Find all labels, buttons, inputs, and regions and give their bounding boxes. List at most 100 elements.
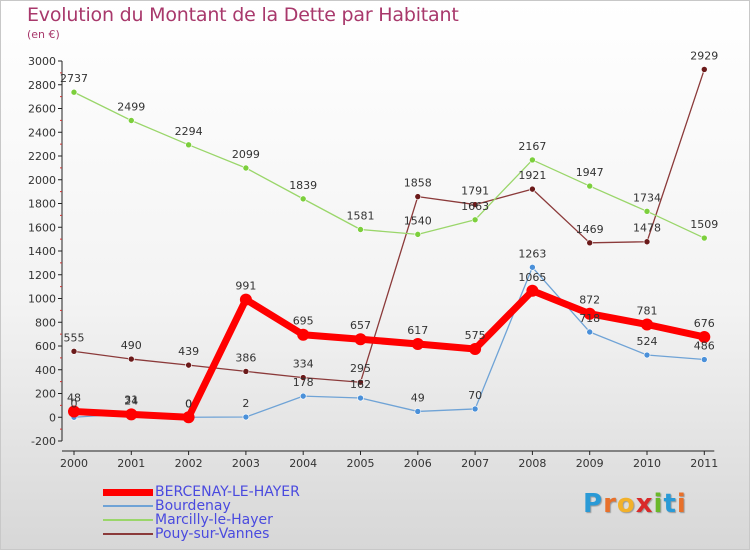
data-point <box>700 234 708 242</box>
data-label: 1263 <box>518 247 546 260</box>
data-label: 872 <box>579 294 600 307</box>
logo-letter: i <box>676 489 687 519</box>
legend-label: Pouy-sur-Vannes <box>155 526 270 542</box>
data-point <box>583 307 596 320</box>
y-tick-label: 600 <box>35 340 56 353</box>
data-label: 0 <box>185 397 192 410</box>
data-label: 486 <box>694 340 715 353</box>
data-point <box>586 182 594 190</box>
logo-letter: i <box>653 489 664 519</box>
x-tick-label: 2002 <box>175 457 203 470</box>
legend-swatch <box>103 505 153 507</box>
chart-title: Evolution du Montant de la Dette par Hab… <box>27 4 459 26</box>
data-label: 2294 <box>175 125 203 138</box>
data-label: 1947 <box>576 166 604 179</box>
x-tick-label: 2010 <box>633 457 661 470</box>
y-tick-label: 3000 <box>28 55 56 68</box>
data-point <box>185 361 192 369</box>
data-label: 718 <box>579 312 600 325</box>
data-label: 555 <box>64 331 85 344</box>
data-point <box>700 66 708 73</box>
data-label: 49 <box>411 391 425 404</box>
data-point <box>414 231 422 238</box>
x-tick-label: 2007 <box>461 457 489 470</box>
data-point <box>182 411 195 424</box>
data-label: 2929 <box>690 49 718 62</box>
data-point <box>185 141 192 149</box>
legend-swatch <box>103 489 153 496</box>
data-label: 991 <box>235 280 256 293</box>
data-point <box>471 405 479 413</box>
data-point <box>414 408 422 415</box>
logo-letter: r <box>603 489 617 519</box>
data-point <box>239 293 252 306</box>
x-tick-label: 2003 <box>232 457 260 470</box>
data-label: 1921 <box>518 169 546 182</box>
legend-label: BERCENAY-LE-HAYER <box>155 484 300 500</box>
x-tick-label: 2006 <box>404 457 432 470</box>
data-point <box>641 318 653 331</box>
y-tick-label: 2200 <box>28 150 56 163</box>
data-point <box>469 342 482 355</box>
data-label: 48 <box>67 392 81 405</box>
y-tick-label: 1000 <box>28 293 56 306</box>
data-label: 1469 <box>576 223 604 236</box>
data-point <box>68 405 80 418</box>
y-tick-label: -200 <box>31 435 56 448</box>
x-tick-label: 2004 <box>289 457 317 470</box>
data-point <box>242 413 250 421</box>
data-label: 1839 <box>289 179 317 192</box>
data-point <box>698 330 711 343</box>
x-tick-label: 2011 <box>690 457 718 470</box>
legend-swatch <box>103 533 153 535</box>
legend-swatch <box>103 519 153 521</box>
data-point <box>242 164 250 172</box>
data-label: 70 <box>468 389 482 402</box>
y-tick-label: 0 <box>49 411 56 424</box>
data-label: 617 <box>407 324 428 337</box>
data-point <box>357 226 364 233</box>
data-label: 31 <box>124 394 138 407</box>
data-label: 1478 <box>633 222 661 235</box>
data-point <box>357 394 364 402</box>
chart-subtitle: (en €) <box>27 28 60 41</box>
data-label: 524 <box>637 335 658 348</box>
data-label: 1065 <box>518 271 546 284</box>
data-label: 1858 <box>404 177 432 190</box>
data-point <box>586 328 594 336</box>
data-point <box>700 356 708 363</box>
y-tick-label: 1600 <box>28 221 56 234</box>
y-tick-label: 2400 <box>28 126 56 139</box>
data-label: 439 <box>178 345 199 358</box>
data-label: 575 <box>465 329 486 342</box>
data-point <box>357 378 364 386</box>
y-tick-label: 1200 <box>28 269 56 282</box>
data-label: 178 <box>293 376 314 389</box>
logo-letter: t <box>663 489 677 519</box>
data-label: 2167 <box>518 140 546 153</box>
data-label: 1540 <box>404 214 432 227</box>
data-label: 334 <box>293 358 314 371</box>
data-label: 676 <box>694 317 715 330</box>
data-label: 490 <box>121 339 142 352</box>
y-tick-label: 400 <box>35 364 56 377</box>
data-label: 1581 <box>347 210 375 223</box>
data-label: 1663 <box>461 200 489 213</box>
data-label: 657 <box>350 319 371 332</box>
y-tick-label: 2000 <box>28 174 56 187</box>
data-label: 1509 <box>690 218 718 231</box>
logo-letter: P <box>583 489 604 519</box>
data-point <box>242 368 250 375</box>
data-point <box>354 333 367 346</box>
data-point <box>411 337 424 350</box>
data-label: 695 <box>293 315 314 328</box>
data-label: 1734 <box>633 191 661 204</box>
data-point <box>529 263 536 271</box>
data-point <box>125 408 138 421</box>
data-point <box>299 392 307 400</box>
legend-label: Bourdenay <box>155 498 231 514</box>
data-label: 162 <box>350 378 371 391</box>
data-point <box>128 355 135 363</box>
data-label: 24 <box>124 394 138 407</box>
